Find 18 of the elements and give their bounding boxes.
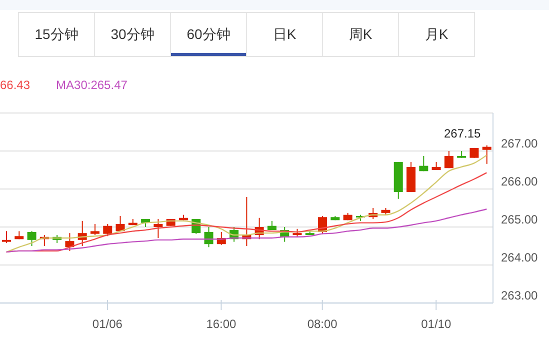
x-tick-label: 16:00 [206, 317, 237, 331]
text: 周K [348, 26, 372, 44]
text: 30分钟 [110, 26, 154, 44]
text: 15分钟 [34, 26, 78, 44]
text: 60分钟 [186, 26, 230, 44]
y-tick-label: 266.00 [501, 174, 538, 188]
text: 月K [424, 26, 448, 44]
x-tick-label: 01/06 [92, 317, 123, 331]
y-tick-label: 265.00 [501, 212, 538, 226]
y-tick-label: 263.00 [501, 288, 538, 302]
y-tick-label: 267.00 [501, 136, 538, 150]
annotation: 267.15 [444, 126, 482, 140]
y-tick-label: 264.00 [501, 250, 538, 264]
x-tick-label: 08:00 [307, 317, 338, 331]
text: 日K [272, 26, 296, 44]
text: 66.43 [0, 78, 30, 92]
text: MA30:265.47 [56, 78, 128, 92]
x-tick-label: 01/10 [421, 317, 452, 331]
